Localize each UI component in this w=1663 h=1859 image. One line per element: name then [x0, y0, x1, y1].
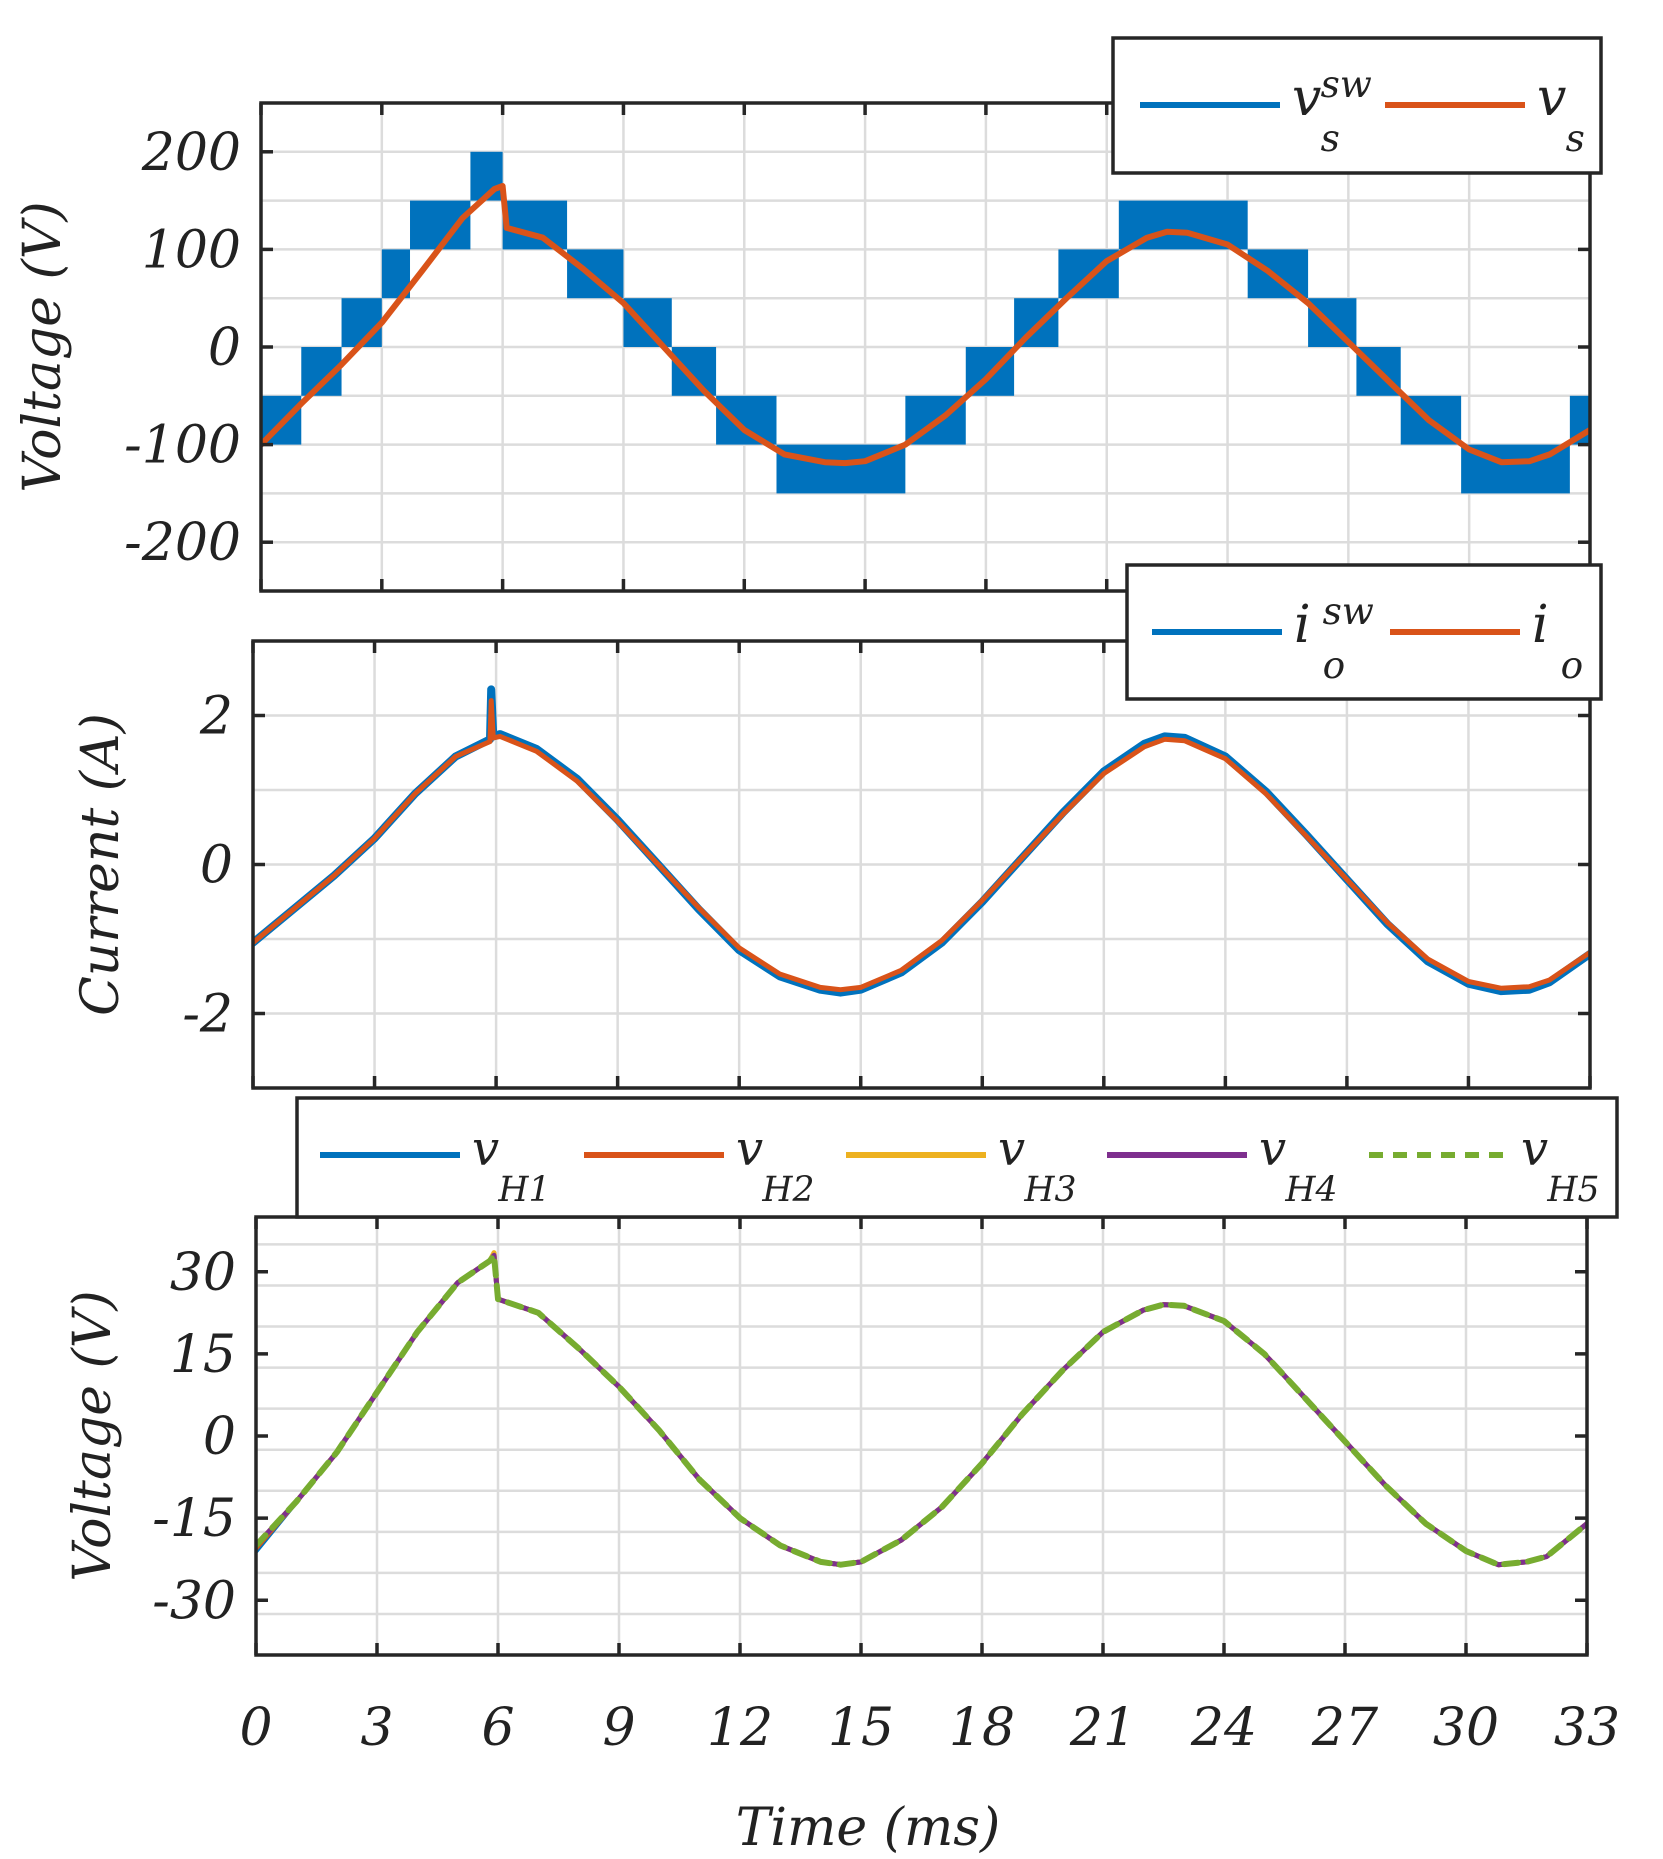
legend-label: v: [1537, 68, 1566, 128]
y-tick-label: -15: [152, 1489, 236, 1549]
y-tick-label: -30: [152, 1571, 236, 1631]
legend-label: v: [1521, 1121, 1548, 1177]
legend-label: v: [998, 1121, 1025, 1177]
x-axis-title: Time (ms): [736, 1798, 1001, 1858]
y-tick-label: -2: [182, 985, 233, 1045]
switching-band-segment: [567, 249, 624, 299]
shared-x-axis: 0 3 6 9 12 15 18 21 24 27 30 33 Time (ms): [239, 1698, 1620, 1858]
series-line-v_H1: [256, 1252, 1587, 1568]
legend-subscript: H3: [1023, 1170, 1076, 1210]
legend-label: v: [1292, 68, 1321, 128]
legend-subscript: H1: [497, 1170, 550, 1210]
switching-band-segment: [623, 298, 672, 347]
legend-subscript: H4: [1284, 1170, 1337, 1210]
voltage-panel-top: 200 100 0 -100 -200 Voltage (V): [13, 101, 1592, 593]
series-i_o^sw: [253, 685, 1590, 997]
y-tick-label: 0: [200, 836, 233, 896]
x-tick-label: 24: [1190, 1698, 1257, 1758]
switching-band-segment: [671, 347, 717, 396]
plot-area: [256, 1250, 1587, 1568]
x-tick-label: 33: [1554, 1698, 1620, 1758]
series-line-v_H5: [256, 1252, 1587, 1568]
y-tick-labels: 200 100 0 -100 -200: [124, 123, 241, 573]
x-tick-label: 21: [1069, 1698, 1136, 1758]
legend-subscript: H2: [761, 1170, 814, 1210]
x-tick-labels: 0 3 6 9 12 15 18 21 24 27 30 33: [239, 1698, 1620, 1758]
series-v_H4: [256, 1252, 1587, 1568]
grid-lines: [253, 641, 1590, 1088]
switching-band-segment: [410, 200, 471, 250]
legend-subscript: o: [1323, 643, 1346, 687]
x-tick-label: 0: [239, 1698, 272, 1758]
y-tick-label: -200: [124, 513, 241, 573]
legend-label: i: [1532, 595, 1549, 655]
y-tick-label: 100: [142, 220, 241, 280]
series-v_H2: [256, 1252, 1587, 1568]
legend-superscript: sw: [1323, 589, 1374, 633]
switching-band-segment: [341, 298, 382, 347]
y-tick-label: 15: [170, 1325, 236, 1385]
y-axis-title: Current (A): [71, 713, 131, 1016]
x-tick-label: 27: [1311, 1698, 1379, 1758]
y-tick-label: 0: [203, 1407, 236, 1467]
switching-band-segment: [502, 200, 568, 250]
x-tick-label: 3: [360, 1698, 393, 1758]
plot-area: [253, 685, 1590, 997]
switching-band-segment: [716, 395, 777, 445]
legend-label: v: [736, 1121, 763, 1177]
legend-superscript: sw: [1321, 62, 1372, 106]
y-tick-label: 0: [208, 318, 241, 378]
y-tick-label: 2: [199, 687, 233, 747]
y-tick-labels: 30 15 0 -15 -30: [152, 1243, 236, 1632]
x-tick-label: 15: [828, 1698, 894, 1758]
switching-band-segment: [1247, 249, 1309, 299]
series-line-i_o^sw: [253, 685, 1590, 997]
x-tick-label: 30: [1433, 1698, 1499, 1758]
y-tick-label: 30: [170, 1243, 236, 1303]
legend-label: v: [1259, 1121, 1286, 1177]
x-tick-label: 9: [602, 1698, 635, 1758]
legend-label: v: [472, 1121, 499, 1177]
x-tick-label: 18: [949, 1698, 1015, 1758]
series-v_H5: [256, 1252, 1587, 1568]
legend-subscript: s: [1321, 116, 1340, 160]
series-v_s^sw: [261, 151, 1590, 494]
series-line-v_H2: [256, 1252, 1587, 1568]
legend-label: i: [1294, 595, 1311, 655]
series-line-v_H4: [256, 1252, 1587, 1568]
current-panel-middle: 2 0 -2 Current (A): [71, 639, 1592, 1090]
x-tick-label: 6: [481, 1698, 514, 1758]
y-tick-labels: 2 0 -2: [182, 687, 233, 1045]
series-v_s: [261, 183, 1590, 467]
legend-subscript: o: [1561, 643, 1584, 687]
series-v_H1: [256, 1252, 1587, 1568]
y-axis-title: Voltage (V): [13, 201, 73, 492]
legend-subscript: H5: [1546, 1170, 1599, 1210]
legend-subscript: s: [1566, 116, 1585, 160]
x-tick-label: 12: [707, 1698, 773, 1758]
y-tick-label: -100: [124, 416, 241, 476]
series-i_o: [253, 698, 1590, 993]
plot-area: [261, 151, 1590, 494]
y-tick-label: 200: [141, 123, 241, 183]
y-axis-title: Voltage (V): [63, 1290, 123, 1581]
series-line-i_o: [253, 698, 1590, 993]
hbridge-voltage-panel-bottom: 30 15 0 -15 -30 Voltage (V): [63, 1215, 1589, 1657]
